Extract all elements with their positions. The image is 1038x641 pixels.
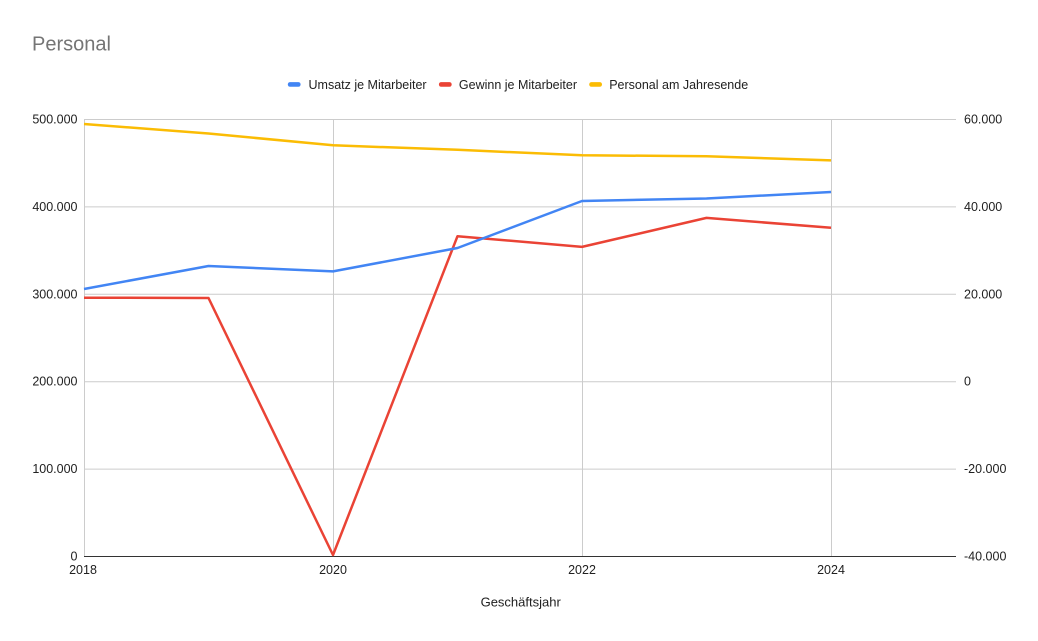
svg-text:Personal am Jahresende: Personal am Jahresende bbox=[609, 78, 748, 92]
svg-text:-20.000: -20.000 bbox=[964, 462, 1006, 476]
svg-text:2018: 2018 bbox=[69, 563, 97, 577]
svg-text:200.000: 200.000 bbox=[32, 375, 77, 389]
svg-text:300.000: 300.000 bbox=[32, 287, 77, 301]
svg-text:0: 0 bbox=[71, 550, 78, 564]
svg-text:Geschäftsjahr: Geschäftsjahr bbox=[481, 595, 562, 610]
svg-text:0: 0 bbox=[964, 375, 971, 389]
svg-text:400.000: 400.000 bbox=[32, 200, 77, 214]
svg-text:Personal: Personal bbox=[32, 34, 111, 56]
svg-text:40.000: 40.000 bbox=[964, 200, 1002, 214]
svg-text:2020: 2020 bbox=[319, 563, 347, 577]
svg-text:2022: 2022 bbox=[568, 563, 596, 577]
svg-text:Umsatz je Mitarbeiter: Umsatz je Mitarbeiter bbox=[309, 78, 427, 92]
svg-text:60.000: 60.000 bbox=[964, 113, 1002, 127]
svg-text:500.000: 500.000 bbox=[32, 113, 77, 127]
svg-text:20.000: 20.000 bbox=[964, 287, 1002, 301]
svg-text:2024: 2024 bbox=[817, 563, 845, 577]
svg-text:100.000: 100.000 bbox=[32, 462, 77, 476]
svg-text:Gewinn je Mitarbeiter: Gewinn je Mitarbeiter bbox=[459, 78, 577, 92]
svg-text:-40.000: -40.000 bbox=[964, 550, 1006, 564]
